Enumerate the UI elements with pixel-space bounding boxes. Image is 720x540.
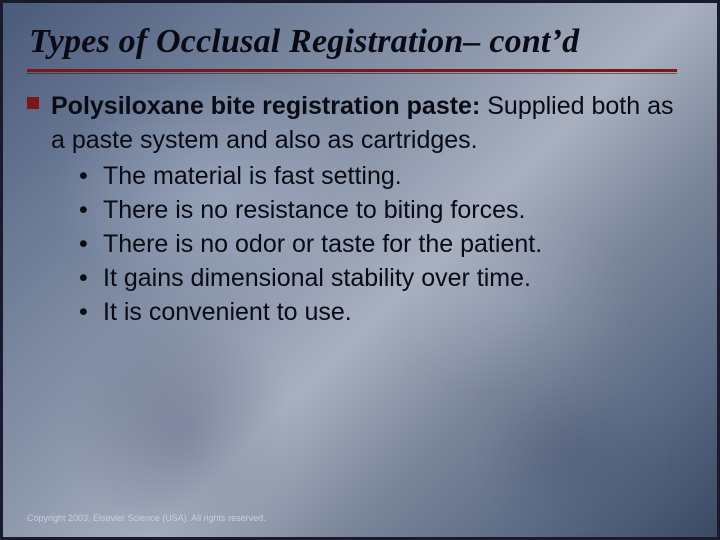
list-item-text: There is no resistance to biting forces. (103, 196, 525, 224)
list-item: • It is convenient to use. (79, 295, 681, 329)
lead-paragraph: Polysiloxane bite registration paste: Su… (51, 89, 681, 157)
list-item-text: It gains dimensional stability over time… (103, 264, 531, 292)
title-rule-shadow (27, 73, 677, 74)
slide-title: Types of Occlusal Registration– cont’d (29, 23, 579, 61)
square-bullet-icon (27, 97, 39, 109)
slide: Types of Occlusal Registration– cont’d P… (0, 0, 720, 540)
list-item: • There is no odor or taste for the pati… (79, 227, 681, 261)
bullet-dot-icon: • (79, 261, 88, 295)
list-item-text: There is no odor or taste for the patien… (103, 230, 542, 258)
lead-bold: Polysiloxane bite registration paste: (51, 92, 480, 120)
bullet-dot-icon: • (79, 159, 88, 193)
list-item-text: It is convenient to use. (103, 298, 352, 326)
list-item: • It gains dimensional stability over ti… (79, 261, 681, 295)
sub-bullet-list: • The material is fast setting. • There … (79, 159, 681, 329)
list-item: • The material is fast setting. (79, 159, 681, 193)
bullet-dot-icon: • (79, 295, 88, 329)
list-item-text: The material is fast setting. (103, 162, 402, 190)
bullet-dot-icon: • (79, 193, 88, 227)
bullet-dot-icon: • (79, 227, 88, 261)
copyright-text: Copyright 2003, Elsevier Science (USA). … (27, 513, 266, 523)
content-block: Polysiloxane bite registration paste: Su… (47, 89, 681, 329)
list-item: • There is no resistance to biting force… (79, 193, 681, 227)
title-rule (27, 69, 677, 72)
